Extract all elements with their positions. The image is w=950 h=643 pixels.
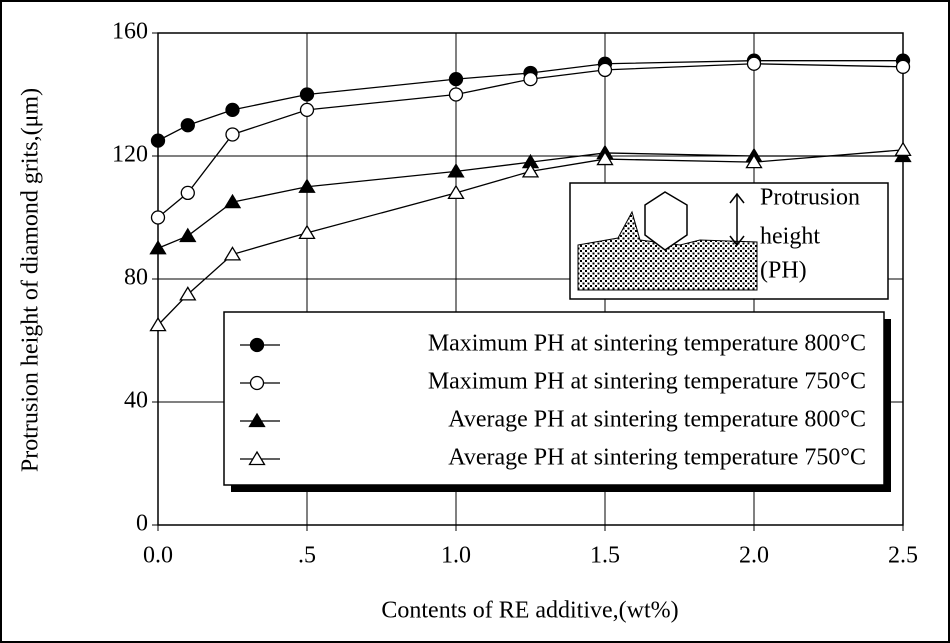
inset-label: Protrusion [760,185,860,211]
marker [223,193,242,209]
diamond-grit [644,191,688,251]
marker [150,210,166,225]
legend [223,311,885,486]
marker [149,239,167,255]
marker [895,59,911,74]
arrow-head [729,235,745,247]
legend-marker [249,337,265,353]
legend-label: Maximum PH at sintering temperature 800°… [428,331,866,357]
marker [745,153,763,169]
x-tick-label: .5 [298,543,316,569]
x-tick-label: 1.5 [590,543,620,569]
arrow-head [729,192,745,204]
marker [150,133,166,148]
y-tick-label: 80 [124,265,148,291]
marker [447,163,465,178]
legend-marker [248,450,266,466]
marker [523,71,538,87]
x-tick-label: 1.0 [441,543,471,569]
legend-marker [248,412,266,428]
marker [299,102,315,118]
marker [179,286,197,301]
inset-label: (PH) [760,258,807,284]
marker [521,163,540,178]
legend-label: Average PH at sintering temperature 800°… [448,407,866,433]
y-tick-label: 0 [136,511,148,537]
marker [447,184,465,200]
marker [225,102,240,118]
marker [596,150,614,166]
marker [298,224,316,240]
y-tick-label: 120 [112,142,148,168]
marker [179,227,197,243]
legend-label: Maximum PH at sintering temperature 750°… [428,369,866,395]
marker [225,127,240,142]
y-tick-label: 160 [112,19,148,45]
marker [180,118,195,133]
legend-marker [249,375,265,391]
x-tick-label: 2.5 [888,543,918,569]
y-tick-label: 40 [124,388,148,414]
marker [448,71,464,87]
marker [597,62,613,78]
marker [894,141,912,157]
x-tick-label: 2.0 [739,543,769,569]
legend-label: Average PH at sintering temperature 750°… [448,445,866,471]
x-tick-label: 0.0 [143,543,173,569]
bond-matrix [577,210,758,291]
legend-entries: Maximum PH at sintering temperature 800°… [240,331,866,471]
marker [223,246,242,261]
marker [448,87,464,102]
marker [149,316,167,332]
inset: Protrusion height (PH) [569,182,889,300]
marker [298,178,316,193]
inset-label: height [760,224,820,250]
marker [746,56,762,71]
marker [299,87,315,102]
plot-border [157,32,904,526]
y-axis-title: Protrusion height of diamond grits,(μm) [18,88,44,472]
x-axis-title: Contents of RE additive,(wt%) [381,598,678,624]
marker [180,185,195,201]
